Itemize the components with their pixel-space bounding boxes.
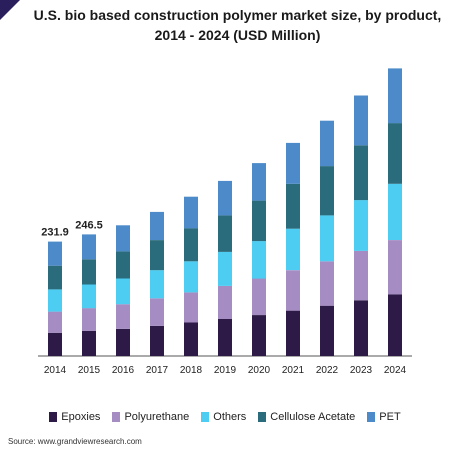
chart-title: U.S. bio based construction polymer mark… [25,5,450,45]
legend-swatch [201,412,210,422]
x-tick-label-2015: 2015 [78,365,101,376]
legend-item-cellulose-acetate: Cellulose Acetate [258,411,355,423]
bar-segment-pet-2019 [218,180,232,216]
bar-segment-polyurethane-2014 [48,311,62,333]
bar-segment-polyurethane-2020 [252,278,266,315]
bar-segment-epoxies-2022 [320,305,334,356]
x-tick-label-2016: 2016 [112,365,135,376]
bar-segment-polyurethane-2016 [116,304,130,329]
bar-segment-cellulose-acetate-2024 [388,123,402,184]
chart-title-line-2: 2014 - 2024 (USD Million) [154,27,321,43]
legend-swatch [112,412,121,422]
legend-label: Epoxies [61,411,101,423]
bar-segment-polyurethane-2019 [218,285,232,319]
x-tick-label-2024: 2024 [384,365,407,376]
bar-segment-cellulose-acetate-2014 [48,265,62,290]
bar-segment-epoxies-2024 [388,294,402,356]
bar-segment-pet-2017 [150,211,164,240]
legend-swatch [367,412,376,422]
bar-segment-pet-2021 [286,142,300,184]
chart-legend: Epoxies Polyurethane Others Cellulose Aceta… [0,408,450,426]
bar-segment-cellulose-acetate-2021 [286,183,300,229]
x-tick-label-2014: 2014 [44,365,67,376]
x-tick-label-2021: 2021 [282,365,305,376]
bar-segment-pet-2016 [116,225,130,252]
bar-segment-epoxies-2015 [82,330,96,356]
bar-segment-cellulose-acetate-2023 [354,145,368,201]
bar-segment-polyurethane-2022 [320,261,334,306]
bar-segment-polyurethane-2018 [184,292,198,323]
bar-segment-pet-2020 [252,163,266,201]
bar-segment-others-2014 [48,289,62,312]
x-tick-label-2023: 2023 [350,365,373,376]
x-tick-label-2017: 2017 [146,365,169,376]
x-tick-label-2019: 2019 [214,365,237,376]
bar-segment-cellulose-acetate-2022 [320,166,334,216]
bar-segment-epoxies-2021 [286,310,300,356]
bar-segment-polyurethane-2017 [150,298,164,326]
bar-segment-cellulose-acetate-2017 [150,240,164,271]
bar-segment-cellulose-acetate-2018 [184,228,198,262]
legend-item-polyurethane: Polyurethane [112,411,189,423]
data-label-2014: 231.9 [41,227,69,239]
bar-segment-others-2016 [116,278,130,305]
legend-label: Polyurethane [124,411,190,423]
bar-segment-polyurethane-2015 [82,308,96,331]
legend-item-epoxies: Epoxies [49,411,100,423]
bar-segment-polyurethane-2021 [286,270,300,311]
x-tick-label-2022: 2022 [316,365,339,376]
bar-segment-others-2015 [82,284,96,309]
x-tick-label-2020: 2020 [248,365,271,376]
bar-segment-epoxies-2020 [252,315,266,356]
legend-swatch [258,412,267,422]
legend-swatch [49,412,58,422]
legend-label: Cellulose Acetate [270,411,356,423]
bar-segment-pet-2024 [388,68,402,124]
bar-segment-others-2017 [150,270,164,299]
bar-segment-cellulose-acetate-2020 [252,200,266,242]
bar-segment-others-2024 [388,183,402,240]
bar-segment-cellulose-acetate-2015 [82,259,96,285]
legend-item-pet: PET [367,411,401,423]
bar-segment-cellulose-acetate-2019 [218,215,232,252]
chart-title-line-1: U.S. bio based construction polymer mark… [33,7,442,23]
bar-segment-epoxies-2018 [184,322,198,356]
legend-label: Others [213,411,247,423]
bar-segment-epoxies-2014 [48,332,62,356]
legend-label: PET [379,411,401,423]
bar-segment-pet-2015 [82,234,96,260]
data-label-2015: 246.5 [75,219,103,231]
corner-decoration [0,0,20,20]
bar-segment-epoxies-2023 [354,300,368,356]
bar-segment-others-2021 [286,228,300,271]
bar-segment-epoxies-2019 [218,319,232,356]
bar-segment-pet-2023 [354,95,368,146]
bar-segment-pet-2014 [48,241,62,266]
bar-segment-epoxies-2016 [116,328,130,356]
bar-segment-pet-2018 [184,196,198,229]
bar-segment-others-2020 [252,241,266,279]
bar-segment-pet-2022 [320,120,334,167]
source-note: Source: www.grandviewresearch.com [8,437,142,446]
bar-segment-others-2022 [320,215,334,262]
bar-segment-polyurethane-2024 [388,240,402,295]
bar-segment-epoxies-2017 [150,325,164,356]
bar-segment-cellulose-acetate-2016 [116,251,130,279]
x-tick-label-2018: 2018 [180,365,203,376]
bar-segment-polyurethane-2023 [354,250,368,301]
legend-item-others: Others [201,411,246,423]
bar-segment-others-2018 [184,261,198,293]
bar-segment-others-2023 [354,200,368,251]
bar-segment-others-2019 [218,251,232,286]
